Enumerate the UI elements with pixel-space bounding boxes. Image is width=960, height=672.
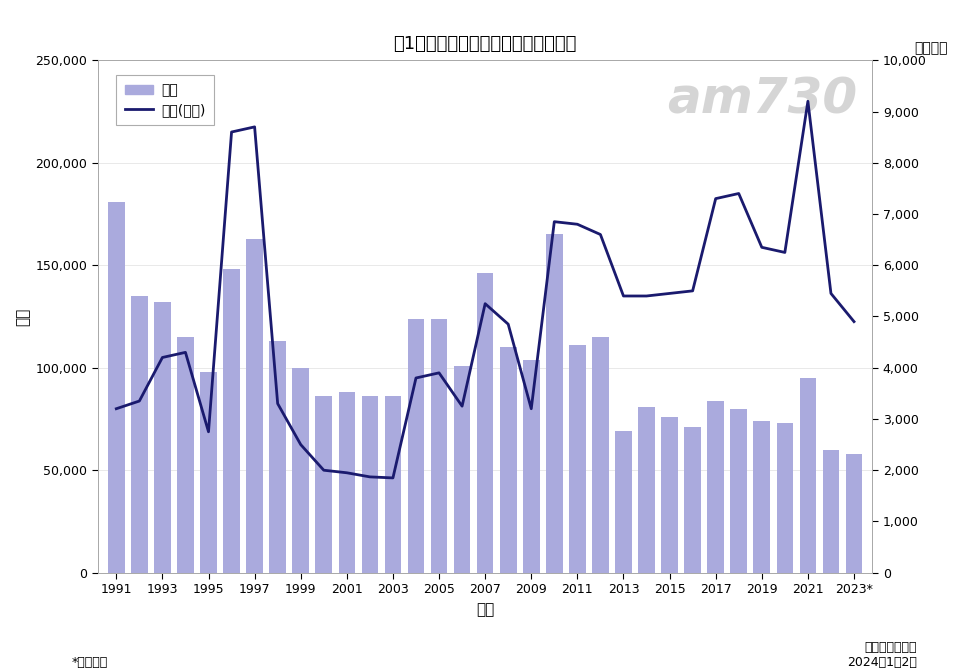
Bar <box>247 239 263 573</box>
Bar <box>731 409 747 573</box>
Text: *臨時數字: *臨時數字 <box>72 656 108 669</box>
Bar <box>339 392 355 573</box>
Bar <box>178 337 194 573</box>
Y-axis label: （億元）: （億元） <box>914 41 948 55</box>
Bar <box>661 417 678 573</box>
Bar <box>615 431 632 573</box>
Bar <box>592 337 609 573</box>
Bar <box>108 202 125 573</box>
Bar <box>708 401 724 573</box>
Bar <box>132 296 148 573</box>
Bar <box>477 274 493 573</box>
Bar <box>155 302 171 573</box>
Bar <box>293 368 309 573</box>
Bar <box>846 454 862 573</box>
Bar <box>408 319 424 573</box>
Bar <box>454 366 470 573</box>
Legend: 宗數, 金額(億元): 宗數, 金額(億元) <box>116 75 213 125</box>
Bar <box>754 421 770 573</box>
Bar <box>362 396 378 573</box>
Bar <box>638 407 655 573</box>
Bar <box>546 235 563 573</box>
Bar <box>270 341 286 573</box>
Bar <box>385 396 401 573</box>
Bar <box>569 345 586 573</box>
Bar <box>684 427 701 573</box>
Bar <box>800 378 816 573</box>
Bar <box>201 372 217 573</box>
Y-axis label: 宗數: 宗數 <box>15 307 30 326</box>
Bar <box>523 360 540 573</box>
Bar <box>224 269 240 573</box>
X-axis label: 年份: 年份 <box>476 601 494 617</box>
Bar <box>823 450 839 573</box>
Title: 圖1：整體樓宇買賣合約登記按年統計: 圖1：整體樓宇買賣合約登記按年統計 <box>394 35 577 53</box>
Bar <box>316 396 332 573</box>
Bar <box>431 319 447 573</box>
Bar <box>777 423 793 573</box>
Text: am730: am730 <box>667 76 857 124</box>
Bar <box>500 347 516 573</box>
Text: 中原地產研究部
2024年1月2日: 中原地產研究部 2024年1月2日 <box>847 640 917 669</box>
